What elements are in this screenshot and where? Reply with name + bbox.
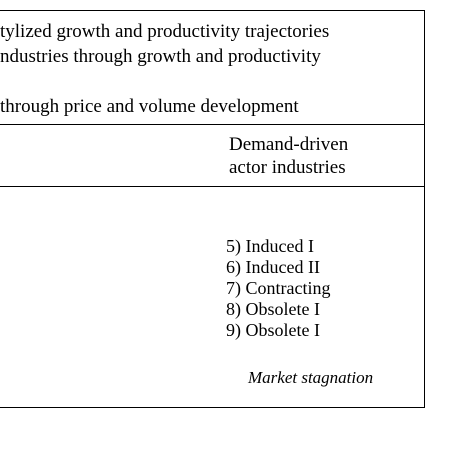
row-divider-bottom	[0, 186, 425, 187]
table-header-line-2: ndustries through growth and productivit…	[0, 46, 321, 67]
row-divider-top	[0, 124, 425, 125]
column-heading-line-1: Demand-driven	[229, 134, 349, 155]
table-frame	[0, 10, 425, 408]
market-stagnation-label: Market stagnation	[248, 368, 374, 387]
list-item: 7) Contracting	[226, 278, 331, 298]
list-item: 6) Induced II	[226, 257, 320, 277]
list-item: 8) Obsolete I	[226, 299, 320, 319]
list-item: 9) Obsolete I	[226, 320, 320, 340]
column-heading-line-2: actor industries	[229, 157, 346, 178]
trajectory-list: 5) Induced I 6) Induced II 7) Contractin…	[226, 236, 330, 341]
list-item: 5) Induced I	[226, 236, 314, 256]
table-header-line-3: through price and volume development	[0, 96, 299, 117]
table-header-line-1: tylized growth and productivity trajecto…	[0, 21, 330, 42]
